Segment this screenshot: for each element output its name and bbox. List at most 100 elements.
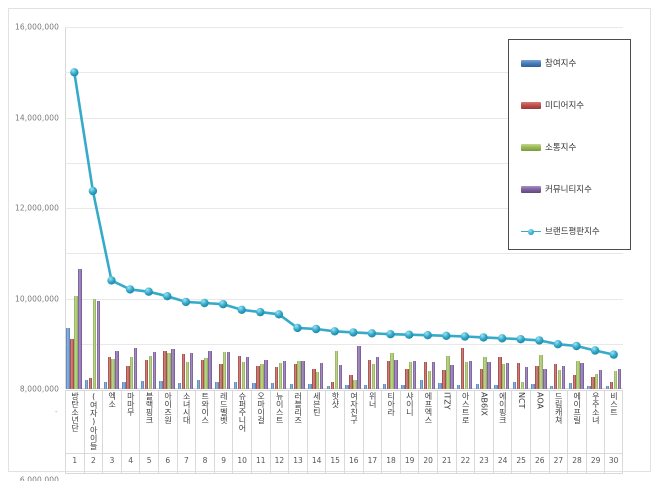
line-data-point [237, 305, 246, 314]
x-axis-category-label: 티아라 [386, 392, 396, 416]
legend-swatch-icon [521, 59, 541, 67]
bar [167, 352, 171, 389]
bar-group [102, 27, 121, 389]
legend-label: 미디어지수 [545, 101, 585, 111]
bar [375, 357, 380, 389]
line-data-point [479, 333, 488, 342]
bar-group [270, 27, 289, 389]
bar [330, 381, 335, 389]
x-axis-rank-label: 18 [386, 456, 396, 465]
bar [450, 365, 454, 389]
line-data-point [349, 328, 358, 337]
x-axis-column: 오마이걸 11 [251, 390, 270, 474]
bar [274, 367, 279, 389]
bar [390, 352, 394, 389]
bar [264, 359, 268, 389]
x-axis-rank-label: 19 [404, 456, 415, 465]
line-data-point [125, 285, 135, 294]
bar [252, 382, 256, 389]
x-axis-rank-label: 21 [442, 456, 452, 465]
y-axis-tick-label: 16,000,000 [15, 22, 59, 32]
legend-item-communication[interactable]: 소통지수 [521, 140, 576, 154]
bar [431, 361, 436, 389]
bar [549, 385, 554, 389]
legend-item-participation[interactable]: 참여지수 [521, 56, 576, 70]
x-axis-rank-label: 16 [349, 456, 359, 465]
x-axis-rank-label: 29 [590, 456, 601, 465]
gridline: 6,000,000 [20, 253, 623, 481]
x-axis-rank-label: 17 [367, 456, 378, 465]
line-data-point [367, 329, 377, 338]
bar [189, 352, 194, 389]
x-axis-rank-label: 24 [497, 456, 508, 465]
legend-swatch-icon [521, 185, 541, 193]
bar [543, 368, 547, 389]
bar-group [65, 27, 84, 389]
bar [204, 358, 208, 389]
x-axis-category-label: 엑소 [107, 392, 117, 408]
bar [568, 383, 572, 389]
bar [233, 382, 238, 389]
x-axis-category-label: 여자친구 [349, 392, 359, 424]
x-axis-rank-label: 28 [572, 456, 582, 465]
bar [345, 384, 349, 389]
x-axis-category-label: NCT [516, 392, 526, 409]
bar [605, 386, 610, 389]
x-axis-column: 위너 17 [362, 390, 382, 474]
line-data-point [144, 287, 153, 296]
bar [185, 362, 190, 389]
bar [506, 362, 510, 389]
bar [289, 384, 293, 389]
x-axis-labels: 방탄소년단 1 (여자)아이들 2 엑소 3 마마무 4 블랙핑크 5 아이즈원 6 소녀시대 7 트와이스… [65, 390, 623, 474]
legend-item-brand-reputation[interactable]: 브랜드평판지수 [521, 224, 600, 238]
x-axis-column: 에이핑크 24 [492, 390, 512, 474]
bar [553, 364, 558, 389]
bar [326, 385, 331, 389]
bar [617, 368, 622, 389]
bar [103, 381, 107, 389]
line-data-point [181, 297, 191, 307]
gridline: 12,000,000 [15, 117, 623, 213]
bar [557, 369, 562, 389]
bar-group [437, 27, 456, 389]
legend-item-media[interactable]: 미디어지수 [521, 98, 584, 112]
bar [130, 356, 134, 389]
line-data-point [200, 298, 209, 308]
x-axis-column: 우주소녀 29 [585, 390, 605, 474]
x-axis-category-label: 우주소녀 [591, 392, 601, 424]
legend-swatch-icon [521, 143, 541, 151]
bar [479, 368, 483, 389]
x-axis-column: AOA 26 [530, 390, 549, 474]
legend-item-community[interactable]: 커뮤니티지수 [521, 182, 592, 196]
bar [115, 350, 119, 389]
line-data-point [516, 335, 525, 344]
bar [163, 350, 167, 389]
x-axis-rank-label: 6 [165, 456, 171, 465]
bar [572, 374, 576, 389]
bar [405, 368, 409, 389]
x-axis-column: 레드벨벳 9 [213, 390, 233, 474]
x-axis-category-label: 오마이걸 [256, 392, 266, 424]
bar-group [325, 27, 344, 389]
bar [282, 360, 287, 389]
bar [483, 357, 487, 389]
bar [78, 269, 82, 389]
x-axis-column: 세븐틴 14 [306, 390, 326, 474]
bar-group [511, 27, 530, 389]
x-axis-category-label: 아이즈원 [163, 392, 173, 424]
y-axis-tick-label: 6,000,000 [19, 475, 59, 481]
x-axis-rank-label: 30 [608, 456, 619, 465]
bar [394, 359, 398, 389]
x-axis-rank-label: 10 [237, 456, 247, 465]
x-axis-column: 뉴이스트 12 [269, 390, 289, 474]
bar [107, 356, 111, 389]
bar [66, 327, 70, 389]
bar [460, 348, 465, 389]
x-axis-column: 핫샷 15 [325, 390, 344, 474]
bar-group [363, 27, 382, 389]
x-axis-category-label: 에이핑크 [498, 392, 508, 424]
bar [456, 385, 461, 389]
bar-group [177, 27, 196, 389]
line-data-point [497, 334, 507, 343]
x-axis-column: 여자친구 16 [344, 390, 363, 474]
